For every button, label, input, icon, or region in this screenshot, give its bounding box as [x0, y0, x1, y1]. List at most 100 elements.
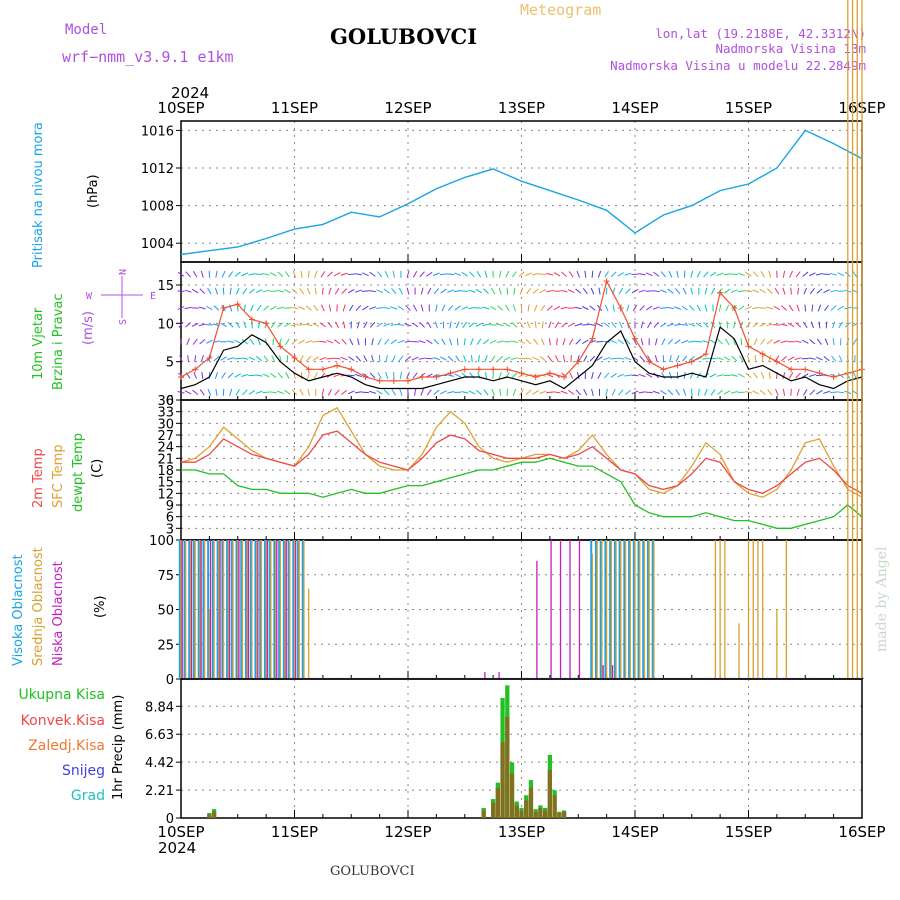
wind-arrow [397, 324, 405, 326]
wind-arrow [603, 372, 610, 379]
wind-arrow [383, 323, 391, 327]
wind-arrow [478, 355, 480, 363]
wind-arrow [809, 389, 816, 396]
wind-arrow [193, 270, 198, 278]
y-tick-label: 8.84 [145, 700, 174, 715]
wind-arrow [631, 288, 639, 294]
wind-arrow [624, 389, 632, 395]
wind-arrow [526, 321, 531, 329]
wind-arrow [243, 321, 247, 329]
wind-arrow [354, 373, 362, 378]
wind-arrow [638, 391, 646, 394]
wind-arrow [740, 338, 743, 346]
legend-frozen-rain: Zaledj.Kisa [28, 738, 105, 754]
wind-arrow [527, 304, 530, 312]
wind-arrow [510, 340, 518, 344]
wind-arrow [194, 355, 197, 363]
wind-arrow [525, 357, 533, 360]
y-tick-label: 0 [166, 673, 174, 688]
convective-rain-bar [509, 773, 515, 818]
wind-arrow [667, 323, 674, 327]
wind-arrow [716, 374, 724, 377]
wind-arrow [618, 389, 624, 396]
wind-arrow [744, 391, 753, 394]
wind-arrow [653, 271, 660, 277]
wind-arrow [660, 322, 667, 328]
wind-arrow [234, 373, 242, 378]
wind-arrow [455, 355, 460, 362]
wind-arrow [255, 390, 263, 394]
wind-arrow [597, 372, 602, 379]
convective-rain-bar [552, 795, 557, 818]
wind-arrow [369, 306, 376, 310]
wind-arrow [717, 338, 723, 345]
wind-arrow [659, 307, 667, 309]
wind-arrow [533, 338, 539, 345]
wind-gust-marker [773, 358, 780, 365]
y-tick-label: 24 [157, 441, 174, 456]
wind-arrow [492, 371, 494, 379]
wind-arrow [319, 340, 327, 343]
wind-arrow [291, 323, 298, 327]
bottom-day-label: 12SEP [384, 823, 431, 841]
wind-arrow [312, 340, 320, 343]
wind-arrow [235, 321, 241, 329]
wind-arrow [368, 290, 377, 293]
wind-arrow [234, 339, 242, 344]
wind-arrow [277, 271, 284, 277]
wind-direction-arrows [177, 270, 859, 396]
wind-arrow [675, 389, 680, 396]
wind-arrow [499, 388, 502, 396]
wind-arrow [322, 287, 324, 295]
wind-arrow [221, 372, 226, 379]
wind-arrow [682, 287, 687, 295]
wind-arrow [782, 287, 786, 295]
wind-arrow [638, 273, 646, 276]
wind-arrow [411, 340, 419, 343]
panel-frame [180, 678, 863, 819]
wind-arrow [299, 388, 304, 396]
wind-arrow [256, 304, 262, 312]
wind-arrow [377, 338, 382, 346]
wind-gust-marker [702, 351, 709, 357]
convective-rain-bar [524, 800, 529, 818]
y-tick-label: 9 [166, 499, 174, 514]
wind-arrow [553, 305, 561, 311]
wind-arrow [575, 338, 582, 345]
wind-arrow [675, 355, 680, 362]
wind-arrow [278, 338, 282, 346]
wind-arrow [831, 355, 837, 362]
wind-unit-label: (m/s) [81, 311, 96, 345]
wind-arrow [285, 372, 290, 379]
wind-arrow [448, 338, 453, 346]
wind-arrow [645, 373, 653, 378]
convective-rain-bar [495, 787, 500, 818]
wind-arrow [695, 322, 703, 328]
wind-arrow [532, 288, 539, 294]
wind-arrow [796, 304, 800, 312]
wind-arrow [575, 288, 582, 294]
wind-arrow [192, 389, 199, 395]
wind-arrow [794, 357, 802, 361]
legend-snow: Snijeg [62, 763, 105, 779]
wind-arrow [795, 271, 801, 278]
wind-arrow [581, 306, 589, 310]
wind-arrow [647, 321, 652, 329]
wind-compass-icon: N W E S [86, 269, 156, 325]
wind-arrow [518, 339, 525, 344]
wind-arrow [490, 355, 496, 362]
wind-arrow [838, 355, 843, 362]
wind-arrow [540, 304, 546, 312]
wind-arrow [249, 338, 255, 345]
wind-arrow [349, 338, 354, 346]
convective-rain-bar [211, 811, 217, 818]
wind-arrow [556, 338, 558, 346]
wind-arrow [638, 289, 646, 293]
wind-gust-marker [178, 374, 184, 380]
wind-arrow [724, 288, 731, 294]
wind-arrow [539, 289, 547, 294]
wind-arrow [272, 338, 274, 346]
wind-arrow [214, 287, 219, 295]
wind-arrow [412, 270, 418, 278]
wind-arrow [618, 287, 624, 295]
